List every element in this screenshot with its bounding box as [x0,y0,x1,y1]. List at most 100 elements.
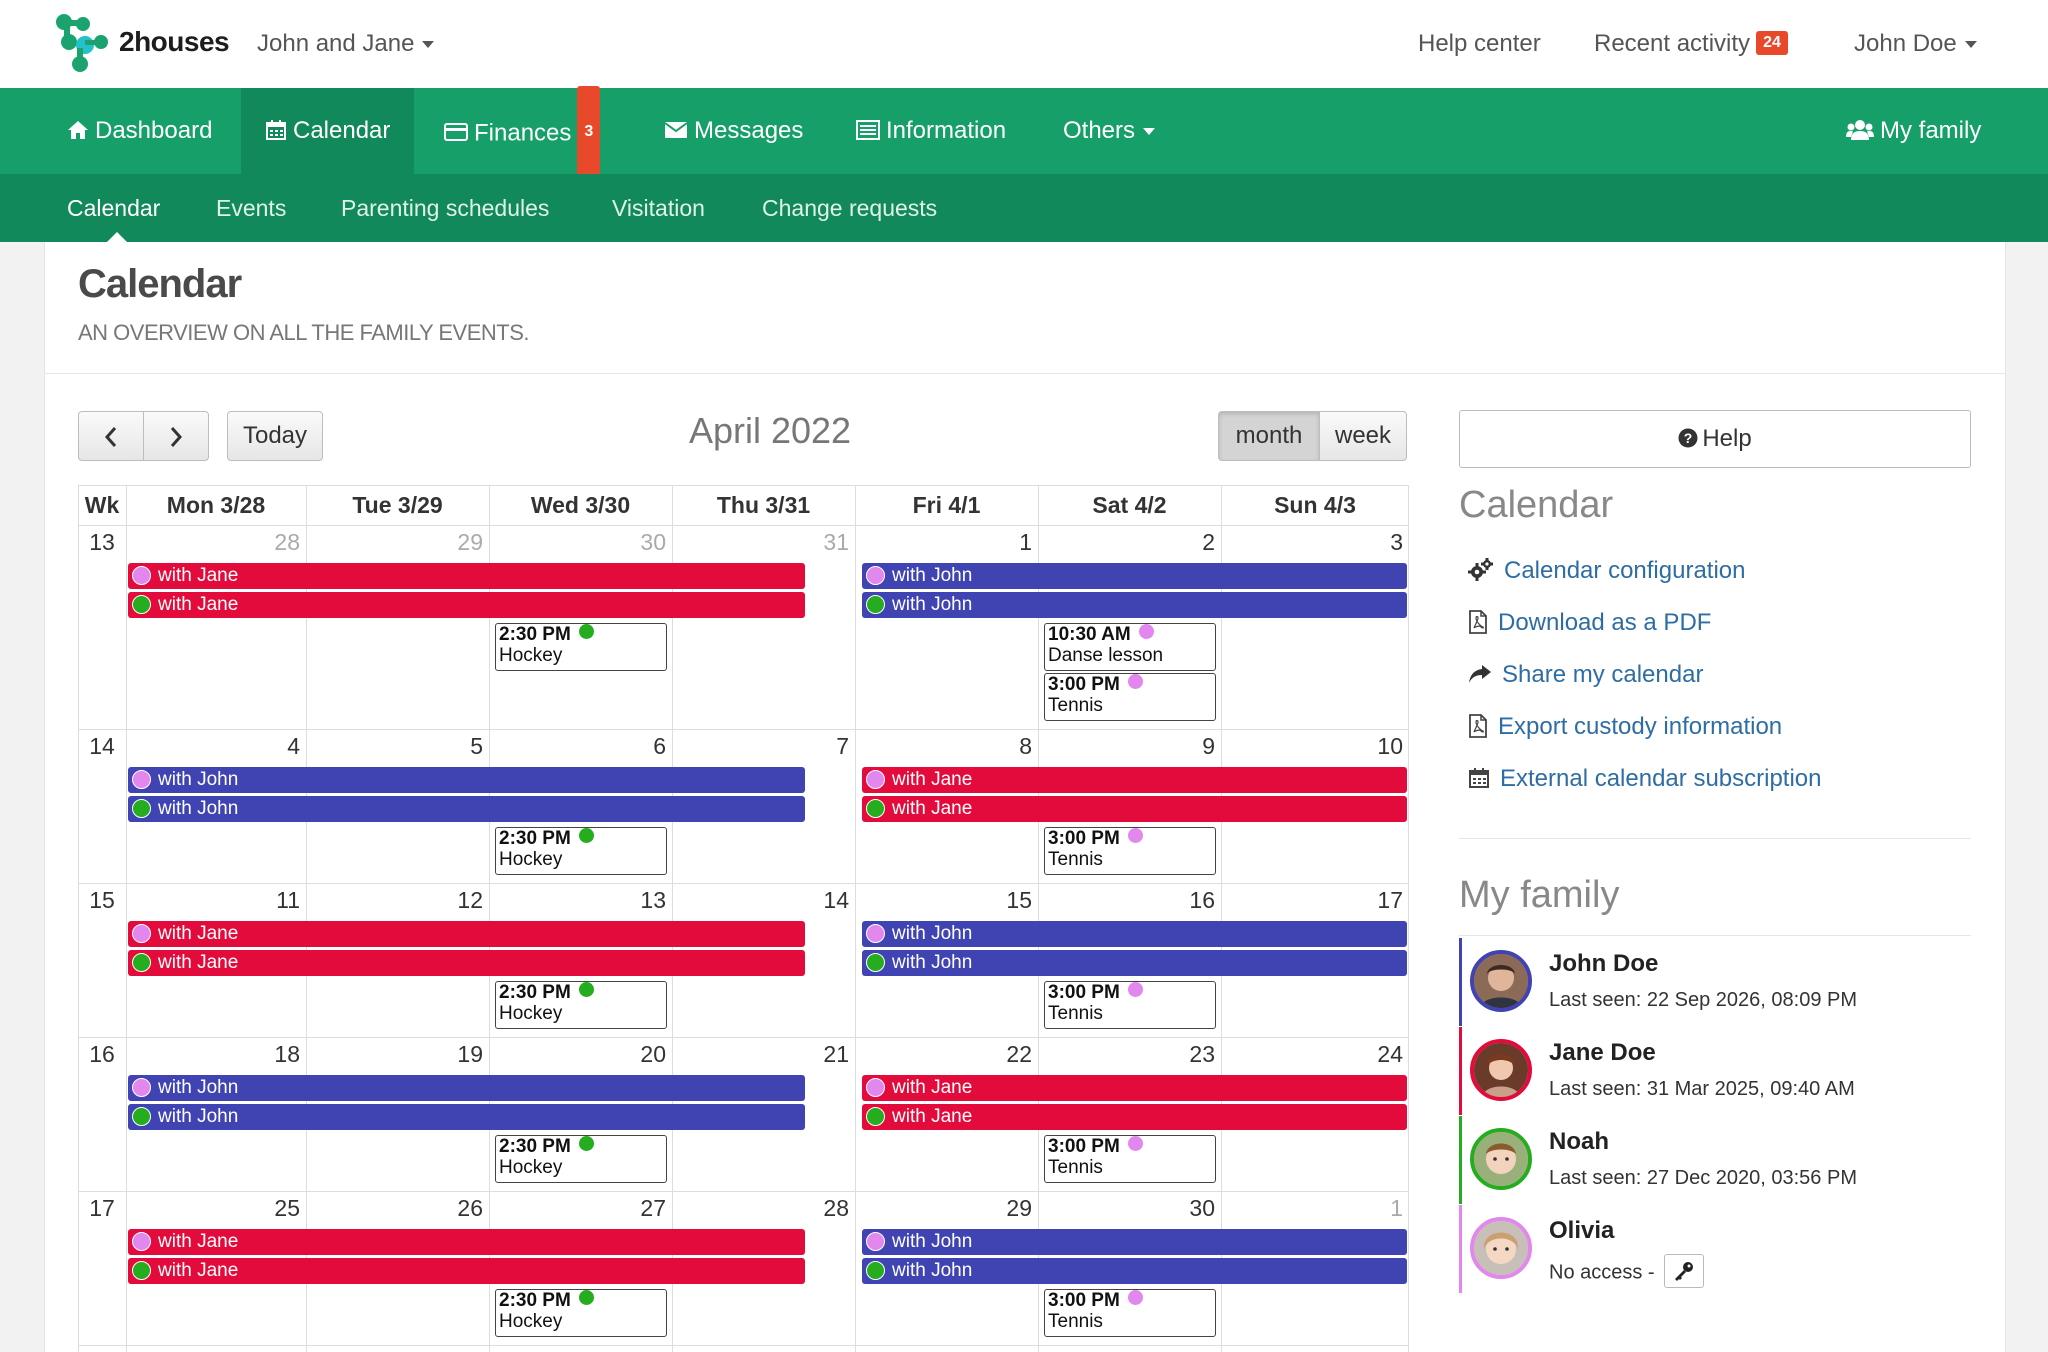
prev-month-button[interactable] [78,411,144,461]
help-center-link[interactable]: Help center [1418,30,1541,57]
help-button[interactable]: ? Help [1459,410,1971,468]
day-number[interactable]: 9 [1202,733,1215,759]
day-number[interactable]: 6 [653,733,666,759]
nav-information[interactable]: Information [832,88,1030,174]
week-view-button[interactable]: week [1319,411,1407,461]
day-number[interactable]: 8 [1019,733,1032,759]
external-subscription-link[interactable]: External calendar subscription [1468,765,1822,793]
custody-bar-jane[interactable]: with Jane [128,592,805,618]
nav-others[interactable]: Others [1039,88,1179,174]
day-number[interactable]: 1 [1019,529,1032,555]
day-number[interactable]: 29 [1006,1195,1032,1221]
custody-bar-jane[interactable]: with Jane [862,1104,1407,1130]
month-view-button[interactable]: month [1218,411,1320,461]
custody-bar-jane[interactable]: with Jane [862,767,1407,793]
family-member-john[interactable]: John Doe Last seen: 22 Sep 2026, 08:09 P… [1459,938,1971,1026]
custody-bar-jane[interactable]: with Jane [128,921,805,947]
day-number[interactable]: 23 [1189,1041,1215,1067]
custody-bar-jane[interactable]: with Jane [128,1258,805,1284]
calendar-event[interactable]: 10:30 AM Danse lesson [1044,623,1216,671]
calendar-event[interactable]: 2:30 PM Hockey [495,1135,667,1183]
subnav-parenting-schedules[interactable]: Parenting schedules [341,195,550,221]
nav-my-family[interactable]: My family [1822,88,2005,174]
download-pdf-link[interactable]: Download as a PDF [1468,609,1711,637]
nav-calendar[interactable]: Calendar [241,88,415,174]
calendar-event[interactable]: 2:30 PM Hockey [495,1289,667,1337]
custody-bar-john[interactable]: with John [128,1104,805,1130]
nav-dashboard[interactable]: Dashboard [43,88,236,174]
day-number[interactable]: 24 [1377,1041,1403,1067]
day-number[interactable]: 13 [640,887,666,913]
day-number[interactable]: 20 [640,1041,666,1067]
custody-bar-john[interactable]: with John [128,796,805,822]
day-number[interactable]: 22 [1006,1041,1032,1067]
calendar-event[interactable]: 3:00 PM Tennis [1044,1289,1216,1337]
calendar-event[interactable]: 3:00 PM Tennis [1044,827,1216,875]
family-member-jane[interactable]: Jane Doe Last seen: 31 Mar 2025, 09:40 A… [1459,1027,1971,1115]
subnav-events[interactable]: Events [216,195,287,221]
day-number[interactable]: 14 [823,887,849,913]
share-calendar-link[interactable]: Share my calendar [1468,661,1703,689]
subnav-visitation[interactable]: Visitation [612,195,705,221]
grant-access-button[interactable] [1664,1254,1705,1288]
day-number[interactable]: 31 [823,529,849,555]
day-number[interactable]: 30 [640,529,666,555]
day-number[interactable]: 19 [457,1041,483,1067]
day-number[interactable]: 27 [640,1195,666,1221]
family-member-olivia[interactable]: Olivia No access - [1459,1205,1971,1293]
calendar-event[interactable]: 3:00 PM Tennis [1044,1135,1216,1183]
day-number[interactable]: 15 [1006,887,1032,913]
day-number[interactable]: 16 [1189,887,1215,913]
day-number[interactable]: 7 [836,733,849,759]
day-number[interactable]: 12 [457,887,483,913]
today-button[interactable]: Today [227,411,323,461]
nav-finances[interactable]: Finances 3 [420,86,624,178]
custody-bar-john[interactable]: with John [862,950,1407,976]
day-number[interactable]: 25 [274,1195,300,1221]
custody-bar-john[interactable]: with John [862,563,1407,589]
2houses-logo-icon[interactable] [52,12,114,74]
day-number[interactable]: 11 [276,887,300,913]
subnav-change-requests[interactable]: Change requests [762,195,938,221]
day-number[interactable]: 28 [274,529,300,555]
day-number[interactable]: 3 [1390,529,1403,555]
day-number[interactable]: 21 [823,1041,849,1067]
custody-bar-john[interactable]: with John [128,767,805,793]
calendar-event[interactable]: 3:00 PM Tennis [1044,673,1216,721]
family-selector[interactable]: John and Jane [257,30,435,58]
day-number[interactable]: 17 [1377,887,1403,913]
custody-bar-jane[interactable]: with Jane [128,950,805,976]
calendar-event[interactable]: 2:30 PM Hockey [495,623,667,671]
custody-bar-jane[interactable]: with Jane [862,1075,1407,1101]
custody-bar-john[interactable]: with John [862,1229,1407,1255]
calendar-event[interactable]: 3:00 PM Tennis [1044,981,1216,1029]
day-number[interactable]: 29 [457,529,483,555]
day-number[interactable]: 4 [287,733,300,759]
day-number[interactable]: 30 [1189,1195,1215,1221]
day-number[interactable]: 18 [274,1041,300,1067]
day-number[interactable]: 5 [470,733,483,759]
recent-activity-link[interactable]: Recent activity 24 [1594,30,1788,58]
subnav-calendar[interactable]: Calendar [67,195,161,221]
custody-bar-jane[interactable]: with Jane [128,563,805,589]
next-month-button[interactable] [143,411,209,461]
calendar-event[interactable]: 2:30 PM Hockey [495,827,667,875]
custody-bar-john[interactable]: with John [128,1075,805,1101]
day-number[interactable]: 1 [1390,1195,1403,1221]
family-member-noah[interactable]: Noah Last seen: 27 Dec 2020, 03:56 PM [1459,1116,1971,1204]
day-number[interactable]: 28 [823,1195,849,1221]
custody-bar-jane[interactable]: with Jane [128,1229,805,1255]
day-number[interactable]: 2 [1202,529,1215,555]
custody-bar-john[interactable]: with John [862,921,1407,947]
user-menu[interactable]: John Doe [1854,30,1977,58]
day-number[interactable]: 26 [457,1195,483,1221]
brand-name[interactable]: 2houses [119,26,230,57]
nav-messages[interactable]: Messages [640,88,827,174]
custody-bar-jane[interactable]: with Jane [862,796,1407,822]
calendar-configuration-link[interactable]: Calendar configuration [1468,557,1746,585]
custody-bar-john[interactable]: with John [862,592,1407,618]
calendar-event[interactable]: 2:30 PM Hockey [495,981,667,1029]
custody-bar-john[interactable]: with John [862,1258,1407,1284]
day-number[interactable]: 10 [1377,733,1403,759]
export-custody-link[interactable]: Export custody information [1468,713,1782,741]
